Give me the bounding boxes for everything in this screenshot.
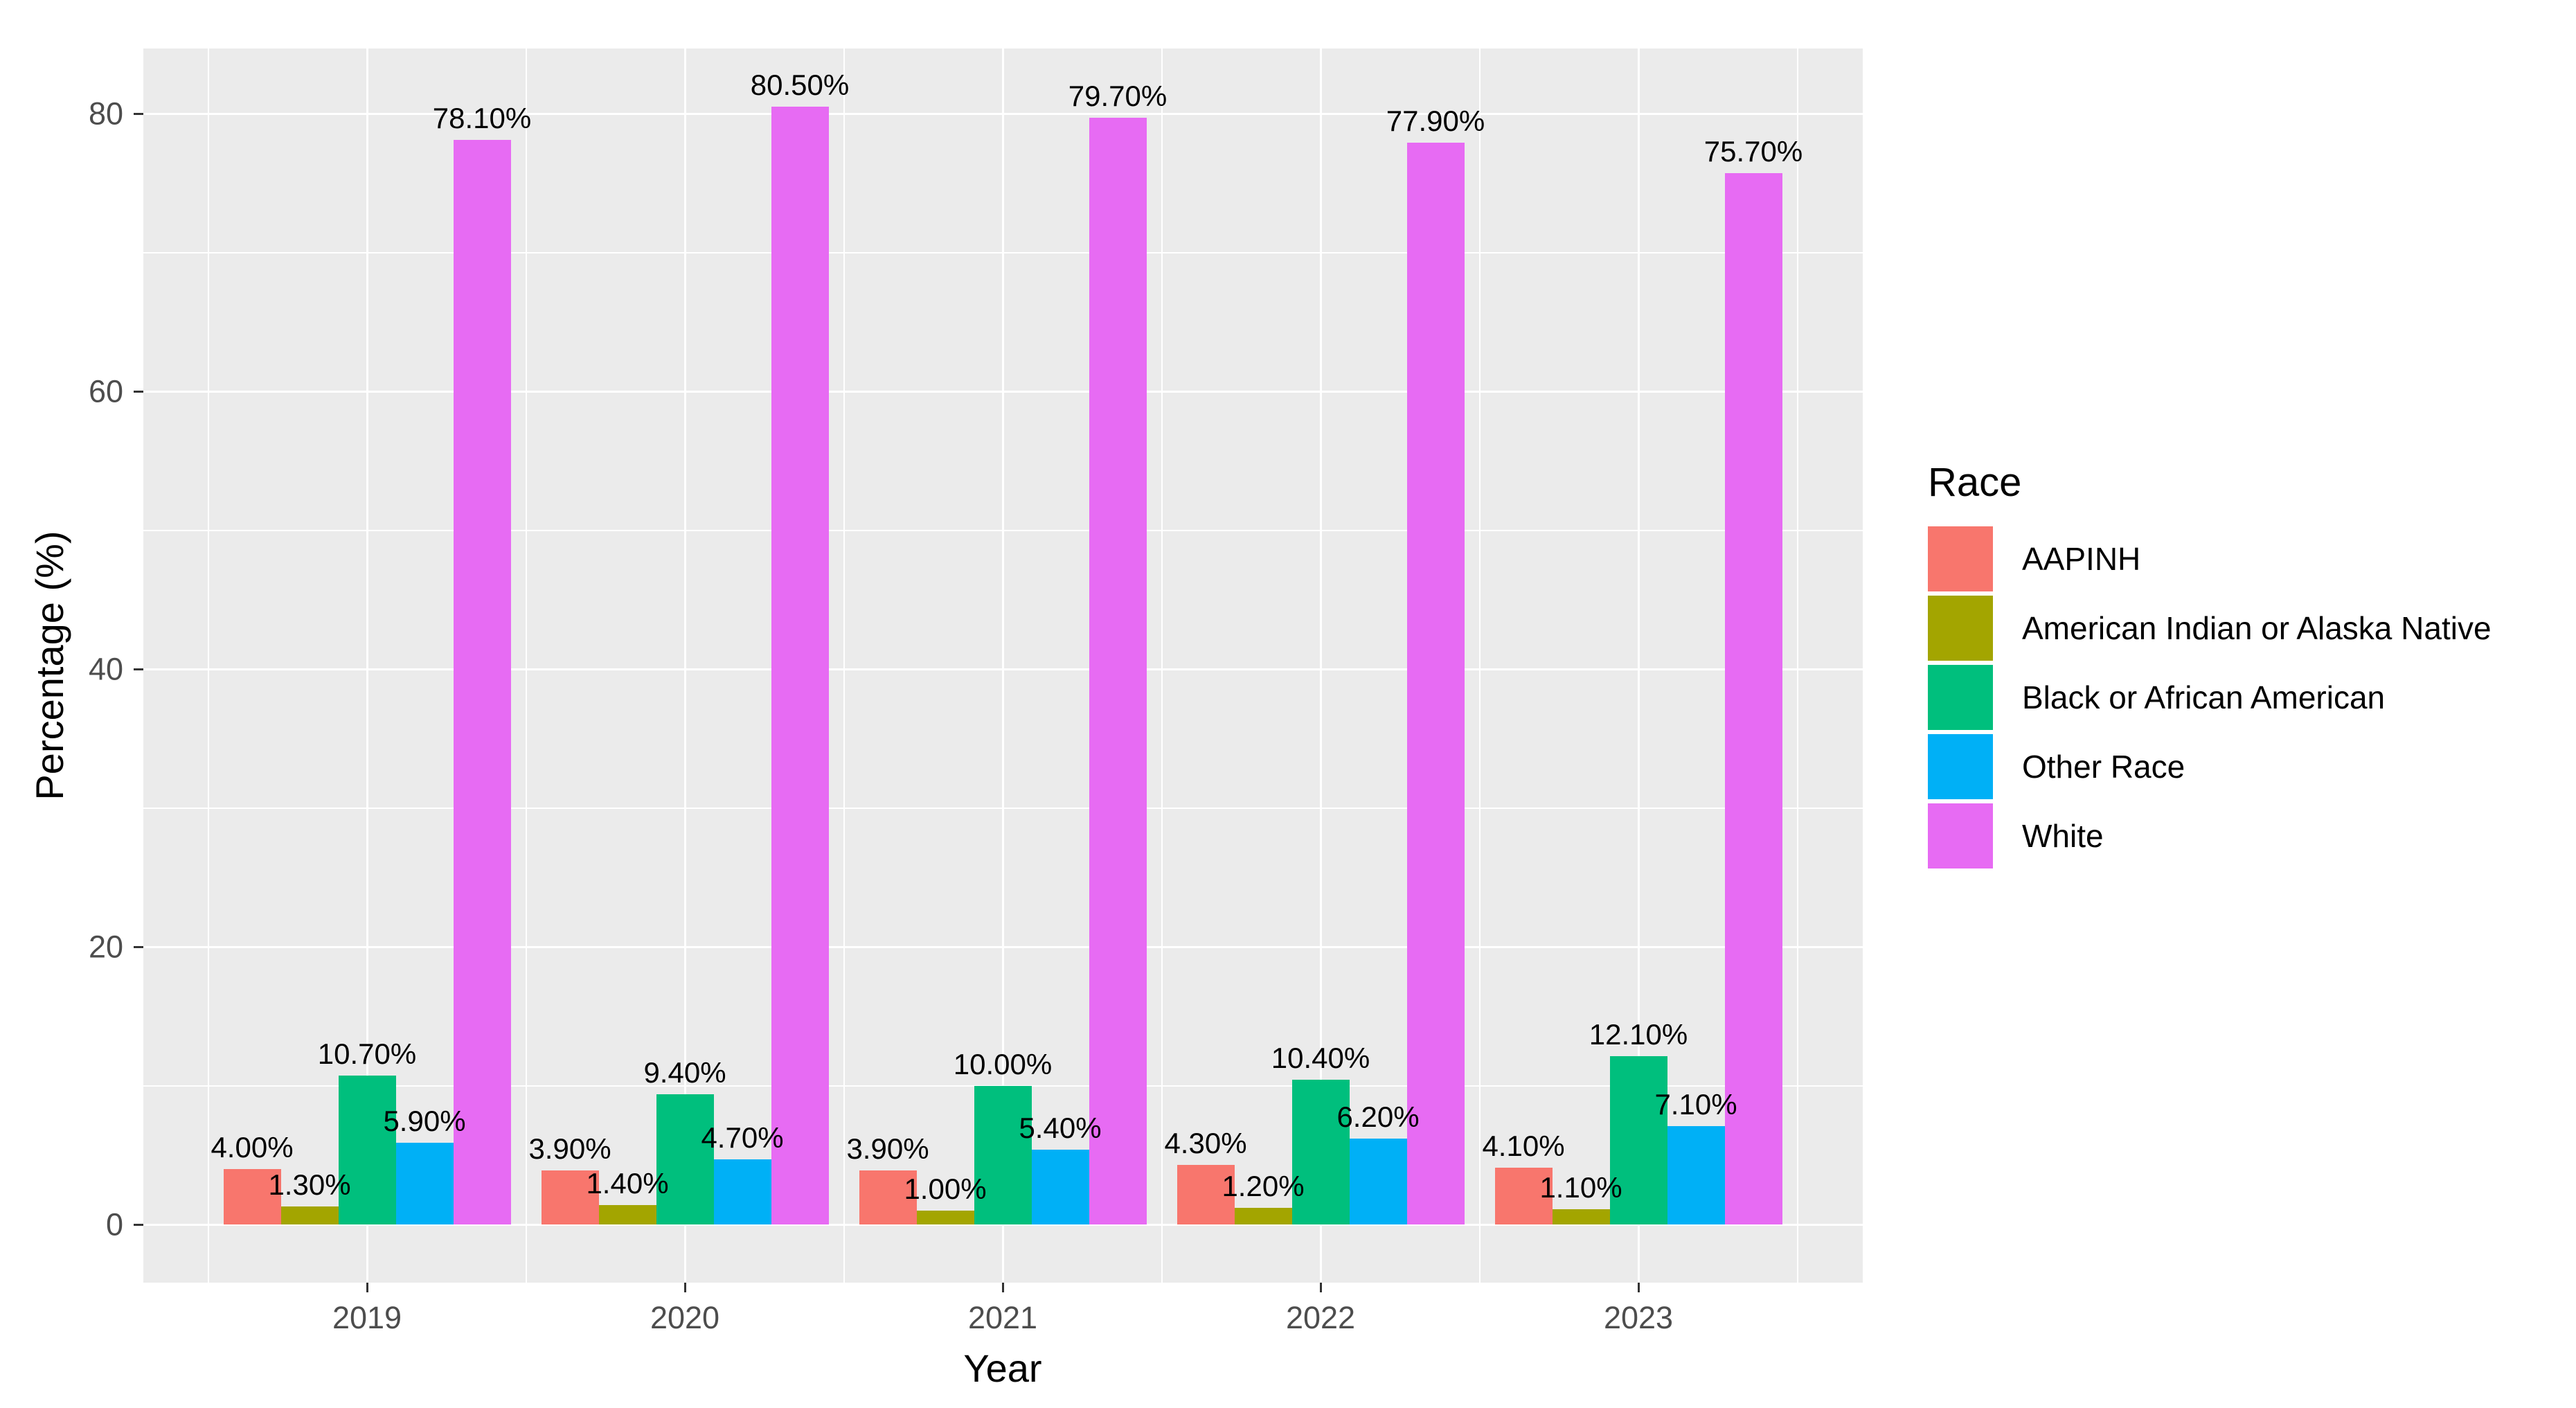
bar-other-race-2022 bbox=[1349, 1138, 1407, 1224]
bar-label-white-2019: 78.10% bbox=[432, 102, 532, 135]
x-tick-2019 bbox=[366, 1283, 368, 1292]
bar-label-aapinh-2021: 3.90% bbox=[846, 1132, 929, 1165]
bar-black-or-african-american-2021 bbox=[974, 1085, 1032, 1224]
bar-aapinh-2021 bbox=[859, 1170, 917, 1224]
y-tick-40 bbox=[134, 668, 143, 670]
bar-other-race-2020 bbox=[713, 1159, 771, 1224]
bar-black-or-african-american-2023 bbox=[1609, 1056, 1667, 1224]
y-tick-60 bbox=[134, 390, 143, 393]
plot-panel: 4.00% 1.30% 10.70% 5.90% 78.10% 3.90% 1.40% 9.4… bbox=[143, 48, 1863, 1283]
bar-american-indian-or-alaska-native-2022 bbox=[1234, 1207, 1292, 1224]
bar-label-aapinh-2022: 4.30% bbox=[1164, 1126, 1247, 1159]
bar-american-indian-or-alaska-native-2019 bbox=[280, 1206, 339, 1224]
bar-white-2022 bbox=[1406, 143, 1465, 1224]
gridline-minor-x-3 bbox=[1161, 48, 1163, 1283]
bar-label-white-2023: 75.70% bbox=[1703, 135, 1803, 168]
legend-key-white bbox=[1928, 803, 1993, 868]
y-tick-80 bbox=[134, 112, 143, 115]
y-tick-label-80: 80 bbox=[88, 96, 123, 132]
bar-other-race-2019 bbox=[395, 1142, 454, 1224]
bar-label-other-race-2020: 4.70% bbox=[701, 1121, 784, 1154]
gridline-major-x-2021 bbox=[1001, 48, 1004, 1283]
y-tick-0 bbox=[134, 1223, 143, 1226]
bar-white-2019 bbox=[453, 140, 511, 1224]
gridline-minor-x-0 bbox=[207, 48, 209, 1283]
bar-label-black-or-african-american-2020: 9.40% bbox=[643, 1055, 726, 1089]
gridline-minor-x-5 bbox=[1796, 48, 1798, 1283]
x-tick-label-2022: 2022 bbox=[1285, 1300, 1356, 1335]
bar-black-or-african-american-2019 bbox=[338, 1076, 396, 1224]
x-tick-label-2020: 2020 bbox=[650, 1300, 720, 1335]
x-tick-2020 bbox=[683, 1283, 686, 1292]
legend-title: Race bbox=[1928, 460, 2022, 505]
legend-label-white: White bbox=[2022, 818, 2104, 854]
x-tick-label-2023: 2023 bbox=[1603, 1300, 1674, 1335]
x-axis-title: Year bbox=[963, 1346, 1042, 1390]
bar-label-american-indian-or-alaska-native-2023: 1.10% bbox=[1539, 1170, 1622, 1204]
bar-american-indian-or-alaska-native-2021 bbox=[916, 1210, 974, 1224]
bar-black-or-african-american-2022 bbox=[1291, 1080, 1350, 1224]
x-tick-2023 bbox=[1637, 1283, 1640, 1292]
bar-white-2023 bbox=[1724, 173, 1782, 1224]
bar-label-other-race-2021: 5.40% bbox=[1019, 1111, 1102, 1144]
bar-label-aapinh-2023: 4.10% bbox=[1482, 1129, 1565, 1162]
gridline-minor-x-1 bbox=[525, 48, 527, 1283]
bar-aapinh-2023 bbox=[1494, 1167, 1553, 1224]
legend-label-aapinh: AAPINH bbox=[2022, 541, 2141, 577]
bar-label-white-2022: 77.90% bbox=[1386, 105, 1485, 138]
bar-label-aapinh-2020: 3.90% bbox=[528, 1132, 611, 1165]
gridline-major-x-2023 bbox=[1637, 48, 1640, 1283]
bar-other-race-2023 bbox=[1667, 1125, 1725, 1224]
bar-label-american-indian-or-alaska-native-2020: 1.40% bbox=[586, 1166, 669, 1200]
legend-key-american-indian-or-alaska-native bbox=[1928, 596, 1993, 661]
legend-label-black-or-african-american: Black or African American bbox=[2022, 679, 2386, 715]
y-tick-label-60: 60 bbox=[88, 373, 123, 409]
y-tick-label-20: 20 bbox=[88, 929, 123, 965]
gridline-major-x-2020 bbox=[683, 48, 686, 1283]
x-tick-label-2019: 2019 bbox=[332, 1300, 402, 1335]
legend-label-other-race: Other Race bbox=[2022, 749, 2185, 785]
bar-label-black-or-african-american-2022: 10.40% bbox=[1271, 1042, 1370, 1075]
bar-aapinh-2019 bbox=[223, 1168, 281, 1224]
bar-label-black-or-african-american-2019: 10.70% bbox=[317, 1037, 417, 1071]
bar-white-2021 bbox=[1089, 118, 1147, 1224]
bar-american-indian-or-alaska-native-2023 bbox=[1552, 1209, 1610, 1224]
legend-label-american-indian-or-alaska-native: American Indian or Alaska Native bbox=[2022, 610, 2492, 646]
legend-key-other-race bbox=[1928, 734, 1993, 799]
bar-american-indian-or-alaska-native-2020 bbox=[598, 1204, 656, 1224]
bar-label-american-indian-or-alaska-native-2022: 1.20% bbox=[1222, 1169, 1305, 1202]
bar-label-white-2020: 80.50% bbox=[750, 68, 850, 101]
bar-label-other-race-2019: 5.90% bbox=[383, 1104, 466, 1137]
bar-aapinh-2022 bbox=[1177, 1164, 1235, 1224]
bar-other-race-2021 bbox=[1031, 1149, 1089, 1224]
bar-label-black-or-african-american-2023: 12.10% bbox=[1589, 1018, 1688, 1051]
bar-label-black-or-african-american-2021: 10.00% bbox=[953, 1047, 1053, 1080]
bar-label-white-2021: 79.70% bbox=[1068, 80, 1168, 112]
bar-label-american-indian-or-alaska-native-2019: 1.30% bbox=[268, 1168, 351, 1201]
bar-aapinh-2020 bbox=[541, 1170, 599, 1224]
gridline-minor-x-2 bbox=[843, 48, 845, 1283]
bar-white-2020 bbox=[771, 106, 829, 1224]
bar-label-american-indian-or-alaska-native-2021: 1.00% bbox=[904, 1172, 987, 1205]
bar-label-other-race-2023: 7.10% bbox=[1654, 1087, 1737, 1121]
bar-black-or-african-american-2020 bbox=[656, 1094, 714, 1224]
y-tick-label-0: 0 bbox=[105, 1206, 123, 1242]
y-tick-20 bbox=[134, 945, 143, 948]
bar-label-other-race-2022: 6.20% bbox=[1336, 1100, 1420, 1133]
bar-label-aapinh-2019: 4.00% bbox=[211, 1130, 294, 1164]
gridline-major-x-2022 bbox=[1319, 48, 1322, 1283]
x-tick-label-2021: 2021 bbox=[967, 1300, 1038, 1335]
legend-key-black-or-african-american bbox=[1928, 665, 1993, 730]
x-tick-2022 bbox=[1319, 1283, 1322, 1292]
gridline-minor-x-4 bbox=[1478, 48, 1481, 1283]
legend-key-aapinh bbox=[1928, 526, 1993, 591]
gridline-major-x-2019 bbox=[366, 48, 368, 1283]
x-tick-2021 bbox=[1001, 1283, 1004, 1292]
y-tick-label-40: 40 bbox=[88, 651, 123, 687]
